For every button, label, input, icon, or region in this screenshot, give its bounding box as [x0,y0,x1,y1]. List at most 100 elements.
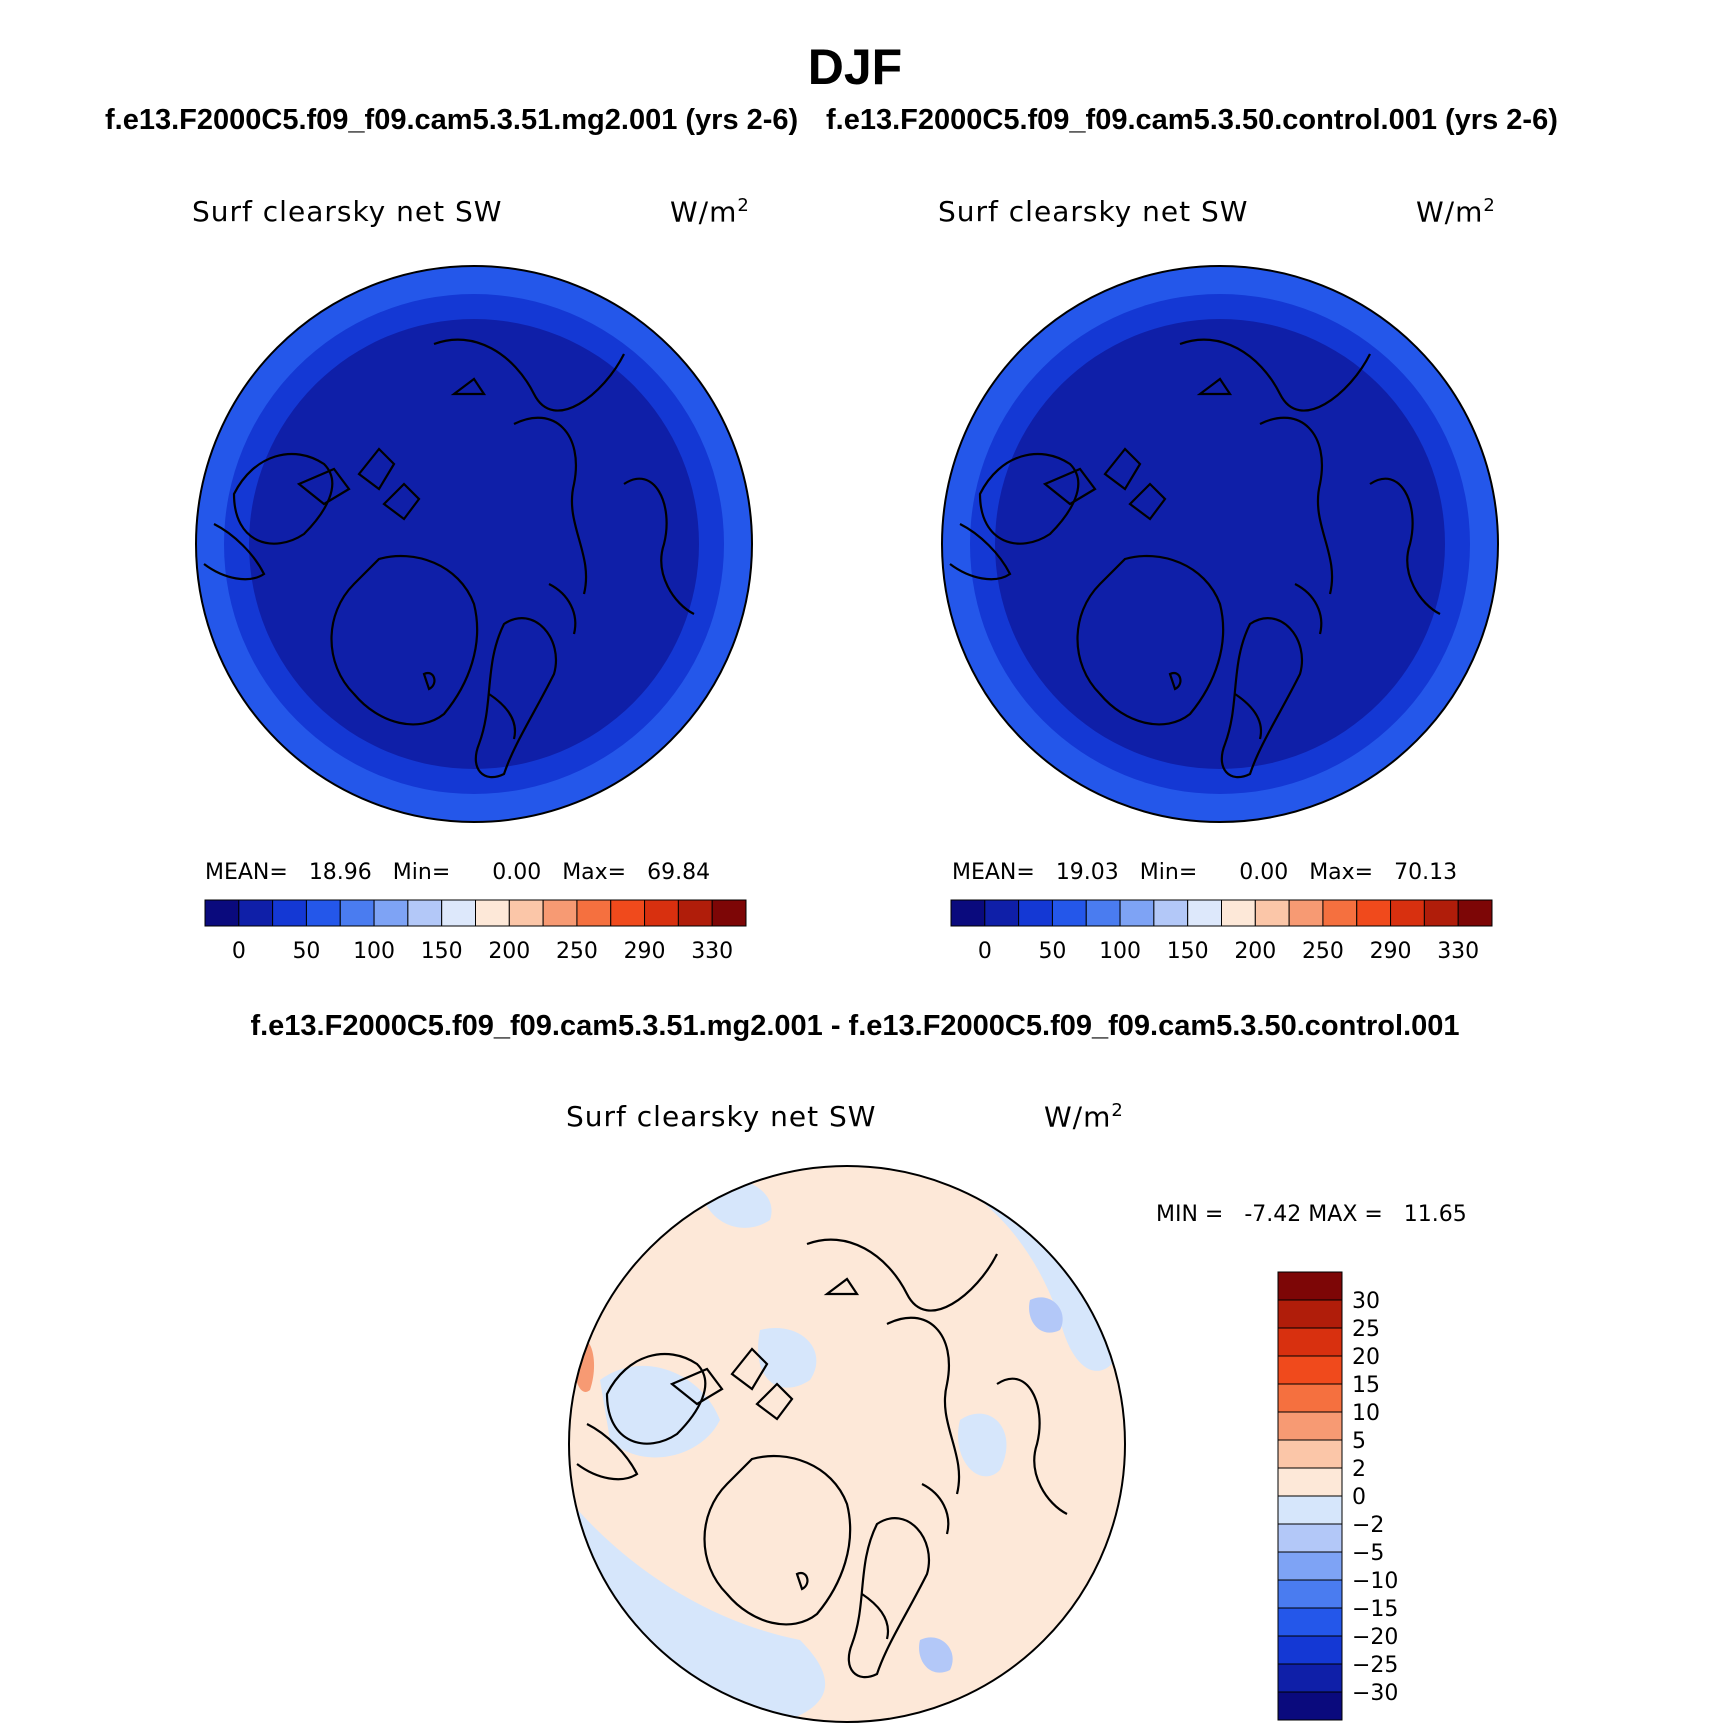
colorbar-tick-label: −2 [1352,1513,1384,1538]
colorbar-swatch [576,899,612,927]
colorbar-swatch [1277,1439,1343,1469]
panel-b-units: W/m2 [1416,195,1496,229]
colorbar-swatch [1390,899,1425,927]
colorbar-tick-label: 330 [1437,939,1479,964]
colorbar-swatch [1277,1495,1343,1525]
colorbar-swatch [1018,899,1053,927]
difference-title: f.e13.F2000C5.f09_f09.cam5.3.51.mg2.001 … [250,1010,1460,1042]
colorbar-panel-b: 0 50 100 150 200 250 290 330 [950,899,1493,964]
colorbar-swatch [1277,1551,1343,1581]
colorbar-tick-label: 30 [1352,1289,1380,1314]
diff-variable-label: Surf clearsky net SW [566,1100,877,1133]
colorbar-tick-label: 330 [691,939,733,964]
colorbar-tick-label: 2 [1352,1457,1366,1482]
colorbar-tick-label: 25 [1352,1317,1380,1342]
colorbar-swatch [1277,1663,1343,1693]
colorbar-panel-a: 0 50 100 150 200 250 290 330 [204,899,747,964]
colorbar-tick-label: −5 [1352,1541,1384,1566]
colorbar-swatch [1277,1691,1343,1721]
colorbar-swatch [238,899,274,927]
map-a-border [195,265,753,823]
main-title: DJF [807,39,903,95]
colorbar-swatch [1423,899,1459,927]
colorbar-swatch [1277,1271,1343,1301]
colorbar-tick-label: 290 [624,939,666,964]
colorbar-swatch [339,899,375,927]
colorbar-tick-label: −15 [1352,1597,1398,1622]
map-b-border [941,265,1499,823]
colorbar-tick-label: 5 [1352,1429,1366,1454]
colorbar-swatch [1277,1327,1343,1357]
panel-b-stats: MEAN= 19.03 Min= 0.00 Max= 70.13 [952,860,1458,885]
colorbar-tick-label: 10 [1352,1401,1380,1426]
colorbar-swatch [542,899,578,927]
colorbar-swatch [1322,899,1358,927]
colorbar-tick-label: 0 [1352,1485,1366,1510]
colorbar-swatch [373,899,409,927]
colorbar-tick-label: 100 [353,939,395,964]
colorbar-tick-label: 0 [978,939,992,964]
colorbar-tick-label: 250 [1302,939,1344,964]
colorbar-swatch [204,899,240,927]
colorbar-swatch [984,899,1020,927]
case-b-title: f.e13.F2000C5.f09_f09.cam5.3.50.control.… [826,104,1558,136]
map-panel-b [941,265,1499,823]
colorbar-swatch [1277,1299,1343,1329]
colorbar-swatch [1277,1607,1343,1637]
panel-b-variable-label: Surf clearsky net SW [938,195,1249,228]
colorbar-swatch [1288,899,1324,927]
panel-a-units: W/m2 [670,195,750,229]
colorbar-swatch [1277,1467,1343,1497]
colorbar-tick-label: 50 [292,939,320,964]
colorbar-swatch [1356,899,1392,927]
colorbar-tick-label: 290 [1370,939,1412,964]
map-diff-border [568,1165,1126,1723]
colorbar-swatch [508,899,544,927]
colorbar-tick-label: 250 [556,939,598,964]
field-polar [249,319,699,769]
colorbar-tick-label: 50 [1038,939,1066,964]
case-a-title: f.e13.F2000C5.f09_f09.cam5.3.51.mg2.001 … [105,104,799,136]
colorbar-tick-label: 20 [1352,1345,1380,1370]
colorbar-swatch [1085,899,1121,927]
panel-a-variable-label: Surf clearsky net SW [192,195,503,228]
colorbar-swatch [441,899,476,927]
colorbar-tick-label: 200 [488,939,530,964]
colorbar-swatch [1277,1579,1343,1609]
colorbar-swatch [407,899,443,927]
colorbar-swatch [305,899,341,927]
colorbar-swatch [475,899,510,927]
colorbar-tick-label: −10 [1352,1569,1398,1594]
colorbar-swatch [711,899,747,927]
colorbar-tick-label: 15 [1352,1373,1380,1398]
colorbar-tick-label: −25 [1352,1653,1398,1678]
colorbar-tick-label: 150 [1167,939,1209,964]
colorbar-swatch [1277,1383,1343,1413]
colorbar-tick-label: 150 [421,939,463,964]
colorbar-swatch [950,899,986,927]
colorbar-swatch [1221,899,1256,927]
colorbar-swatch [1051,899,1087,927]
colorbar-swatch [1254,899,1290,927]
diff-units: W/m2 [1044,1100,1124,1134]
colorbar-swatch [1153,899,1189,927]
colorbar-swatch [677,899,713,927]
colorbar-swatch [1277,1411,1343,1441]
colorbar-swatch [272,899,307,927]
colorbar-tick-label: 0 [232,939,246,964]
colorbar-tick-label: 200 [1234,939,1276,964]
panel-a-stats: MEAN= 18.96 Min= 0.00 Max= 69.84 [205,860,711,885]
colorbar-tick-label: 100 [1099,939,1141,964]
colorbar-tick-label: −20 [1352,1625,1398,1650]
colorbar-swatch [1277,1635,1343,1665]
colorbar-swatch [644,899,679,927]
map-panel-a [195,265,753,823]
colorbar-swatch [1119,899,1155,927]
colorbar-swatch [1457,899,1493,927]
colorbar-swatch [610,899,646,927]
colorbar-swatch [1187,899,1222,927]
colorbar-swatch [1277,1355,1343,1385]
colorbar-tick-label: −30 [1352,1681,1398,1706]
